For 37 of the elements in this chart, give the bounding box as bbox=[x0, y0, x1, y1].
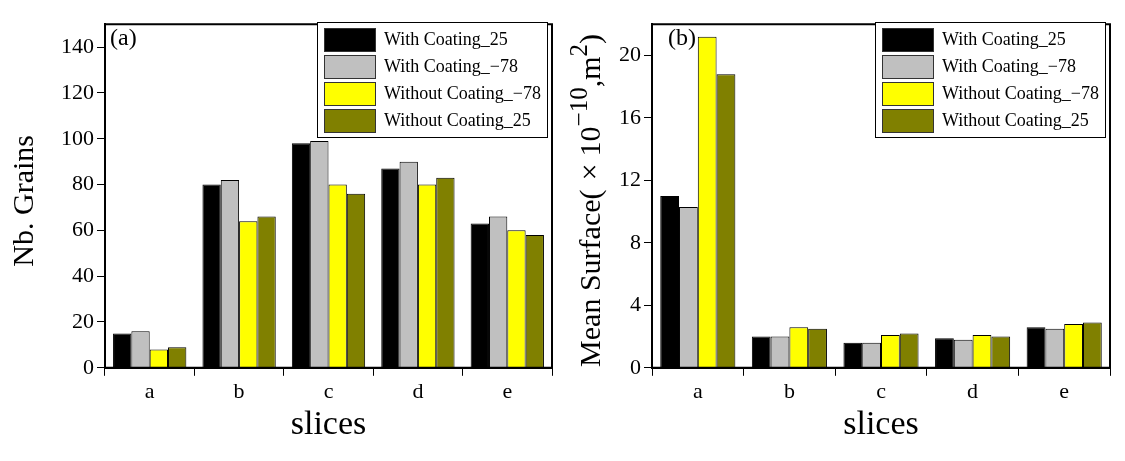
legend-label: Without Coating_25 bbox=[384, 110, 531, 131]
y-tick-label: 0 bbox=[83, 353, 94, 379]
x-axis-title: slices bbox=[843, 403, 919, 441]
y-tick-label: 16 bbox=[619, 103, 641, 129]
y-tick-label: 8 bbox=[630, 228, 641, 254]
x-tick-label: b bbox=[783, 377, 795, 403]
x-tick-label: a bbox=[144, 377, 155, 403]
x-tick-label: e bbox=[502, 377, 513, 403]
y-tick-label: 4 bbox=[630, 291, 641, 317]
y-tick-label: 20 bbox=[72, 307, 94, 333]
annotation: (a) bbox=[110, 24, 137, 51]
legend-label: Without Coating_−78 bbox=[384, 83, 541, 104]
y-tick-label: 20 bbox=[619, 41, 641, 67]
x-tick-label: e bbox=[1059, 377, 1070, 403]
annotation: (b) bbox=[668, 24, 696, 51]
legend-label: Without Coating_−78 bbox=[942, 83, 1099, 104]
y-tick-label: 100 bbox=[61, 124, 94, 150]
x-tick-label: d bbox=[967, 377, 979, 403]
x-tick-label: d bbox=[412, 377, 424, 403]
y-axis-title: Nb. Grains bbox=[6, 134, 39, 267]
legend-label: With Coating_25 bbox=[942, 29, 1066, 50]
x-axis-title: slices bbox=[290, 403, 367, 441]
y-tick-label: 60 bbox=[72, 216, 94, 242]
y-tick-label: 0 bbox=[630, 353, 641, 379]
legend-label: With Coating_−78 bbox=[942, 56, 1076, 77]
x-tick-label: a bbox=[692, 377, 703, 403]
y-tick-label: 40 bbox=[72, 261, 94, 287]
x-tick-label: b bbox=[233, 377, 245, 403]
legend-label: With Coating_−78 bbox=[384, 56, 518, 77]
y-tick-label: 120 bbox=[61, 78, 94, 104]
x-tick-label: c bbox=[876, 377, 887, 403]
legend-label: With Coating_25 bbox=[384, 29, 508, 50]
y-tick-label: 12 bbox=[619, 166, 641, 192]
legend-label: Without Coating_25 bbox=[942, 110, 1089, 131]
x-tick-label: c bbox=[323, 377, 334, 403]
y-tick-label: 140 bbox=[61, 32, 94, 58]
y-tick-label: 80 bbox=[72, 170, 94, 196]
